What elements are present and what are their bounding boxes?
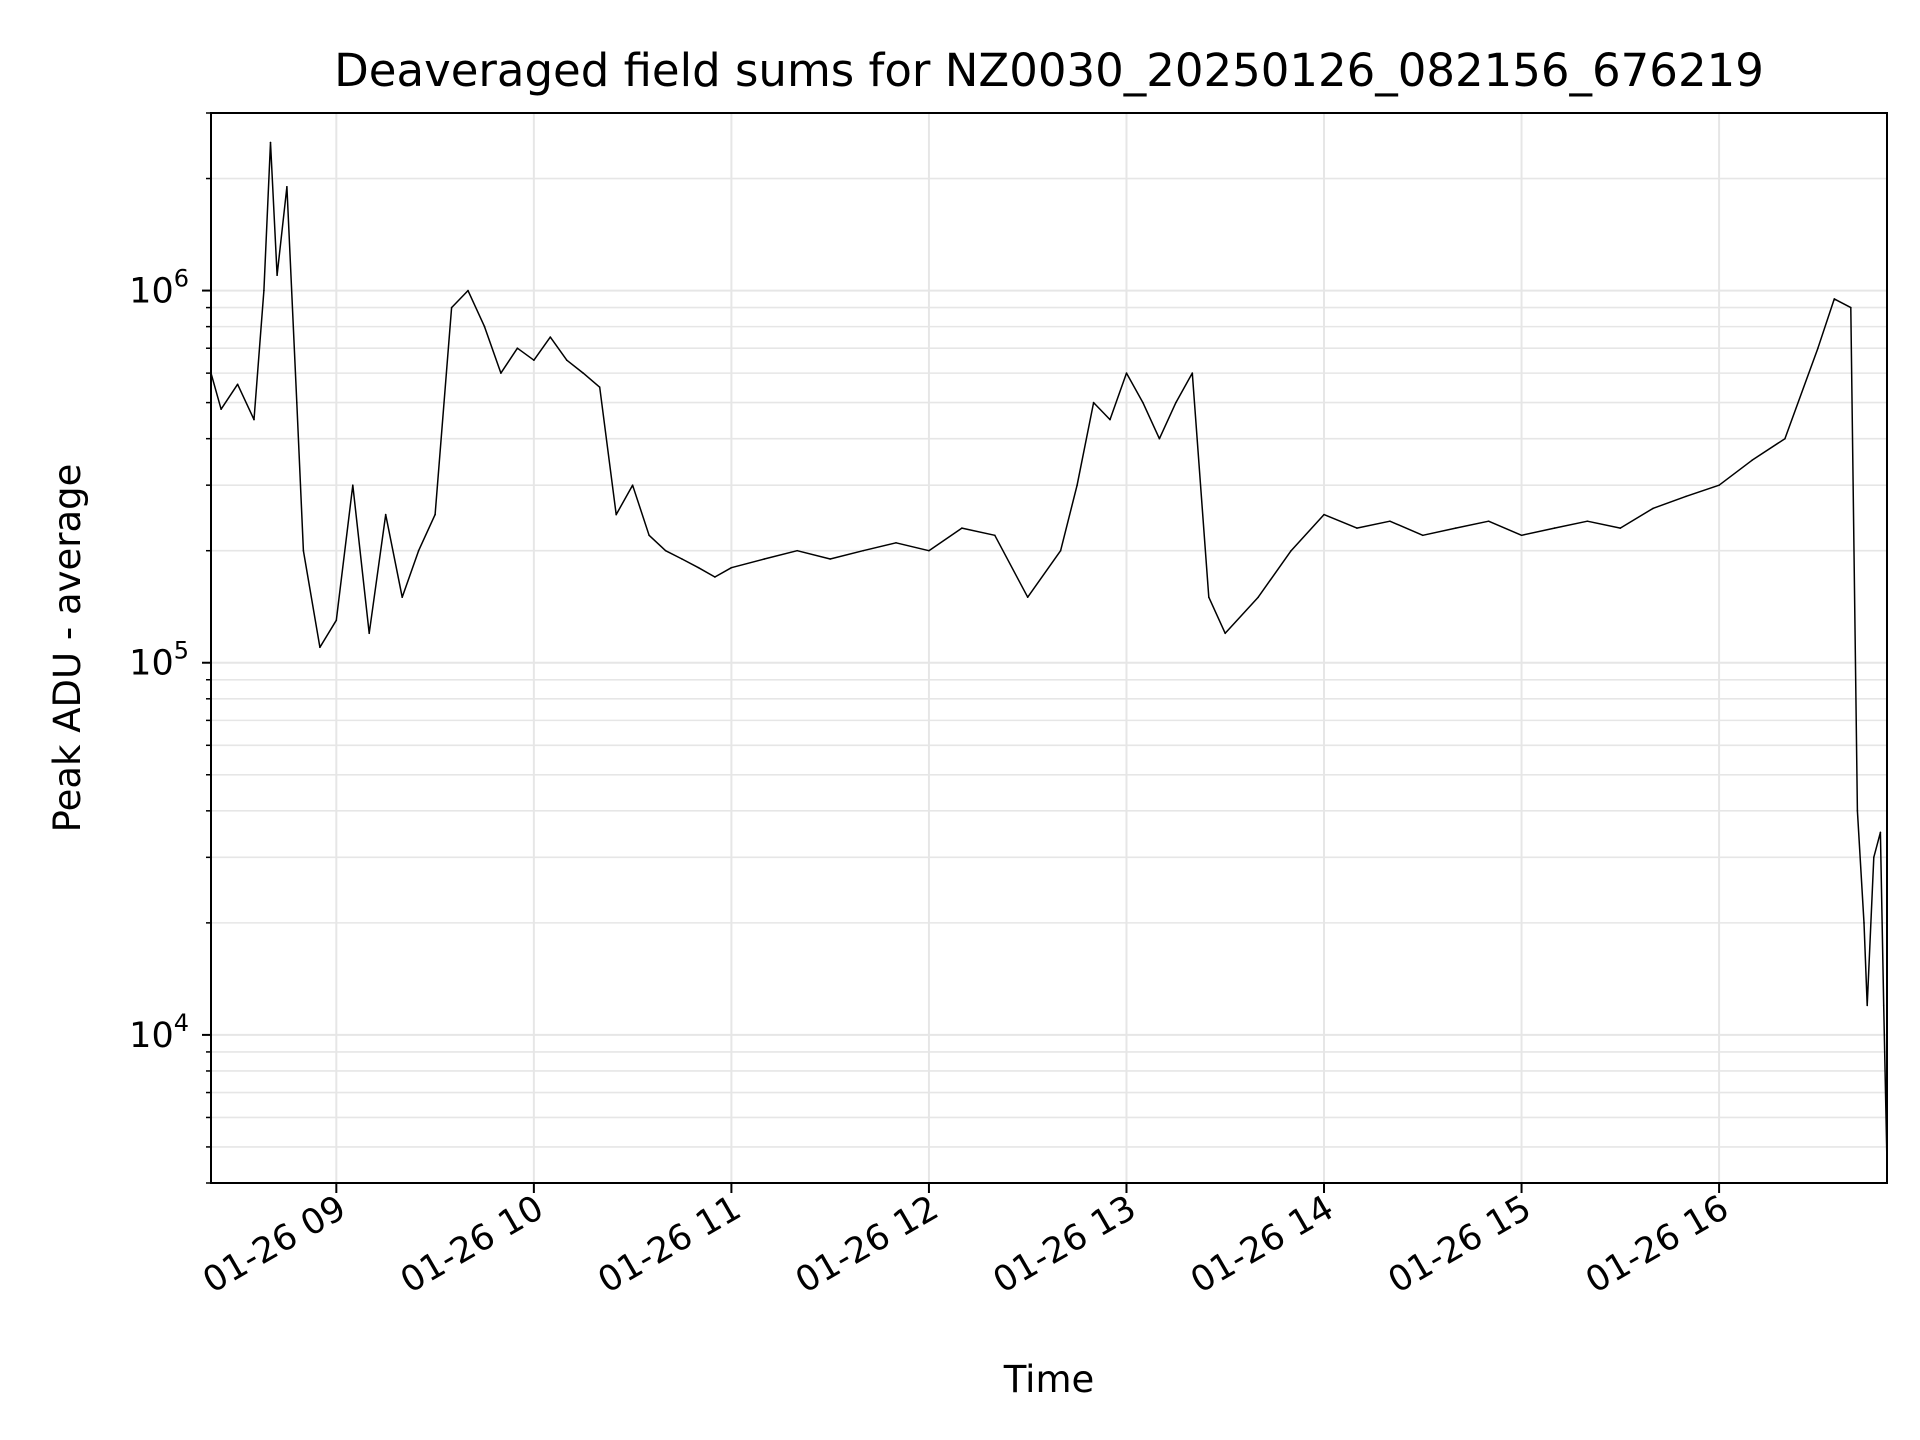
data-point	[516, 347, 519, 350]
data-point	[1850, 306, 1852, 309]
data-point	[1125, 372, 1128, 374]
data-point	[598, 386, 601, 389]
y-tick-label: 106	[129, 265, 189, 312]
data-point	[1487, 520, 1490, 522]
data-point	[384, 513, 387, 516]
data-point	[1751, 459, 1753, 462]
data-point	[1882, 1004, 1885, 1007]
data-point	[1076, 484, 1078, 487]
y-tick-label-exponent: 5	[174, 637, 189, 665]
data-point	[1873, 856, 1875, 859]
data-point	[1454, 527, 1457, 529]
data-point	[1059, 549, 1062, 552]
data-point	[1026, 596, 1029, 598]
data-point	[335, 619, 338, 622]
data-point	[549, 336, 552, 338]
data-point	[296, 401, 298, 404]
plot-frame	[210, 112, 1888, 1184]
y-tick-label-exponent: 4	[174, 1009, 189, 1037]
data-point	[1718, 484, 1720, 487]
data-point	[1323, 513, 1325, 516]
data-point	[582, 372, 584, 374]
data-point	[483, 325, 486, 328]
data-point	[928, 549, 930, 552]
y-tick-label-base: 10	[129, 1016, 174, 1056]
data-point	[648, 534, 650, 537]
y-tick-label: 105	[129, 637, 189, 684]
data-point	[1619, 527, 1622, 529]
data-point	[302, 549, 305, 552]
tick-marks	[202, 112, 1721, 1193]
y-axis-label: Peak ADU - average	[46, 464, 89, 833]
data-point	[1817, 347, 1819, 350]
data-point	[368, 632, 371, 635]
y-tick-label-base: 10	[129, 644, 174, 684]
data-point	[1158, 437, 1161, 440]
data-point	[664, 549, 667, 552]
data-point	[615, 513, 617, 516]
data-point	[1092, 401, 1095, 404]
data-point	[236, 383, 239, 386]
x-axis-label: Time	[1003, 1358, 1095, 1401]
series-layer	[210, 141, 1888, 1165]
data-point	[1257, 596, 1259, 598]
data-point	[1356, 527, 1358, 529]
data-point	[286, 186, 288, 188]
data-point	[1224, 632, 1226, 635]
data-point	[276, 274, 278, 277]
data-point	[961, 527, 963, 529]
data-point	[763, 558, 766, 560]
data-point	[1142, 401, 1144, 404]
y-tick-label-base: 10	[129, 272, 174, 312]
grid-lines	[211, 112, 1887, 1184]
data-point	[1652, 507, 1654, 510]
y-tick-label: 104	[129, 1009, 189, 1056]
data-point	[253, 418, 255, 421]
data-point	[1290, 549, 1292, 552]
data-point	[1553, 527, 1556, 529]
data-point	[829, 558, 831, 560]
data-point	[533, 359, 535, 362]
data-point	[1520, 534, 1523, 537]
data-point	[1856, 810, 1859, 812]
y-tick-label-exponent: 6	[174, 265, 189, 293]
data-point	[434, 513, 436, 516]
data-point	[730, 566, 733, 569]
data-point	[1866, 1004, 1868, 1007]
data-point	[681, 558, 683, 560]
data-point	[1784, 437, 1786, 440]
data-point	[895, 542, 897, 544]
data-point	[1389, 520, 1391, 522]
data-point	[269, 141, 272, 144]
data-point	[450, 306, 453, 309]
data-point	[994, 534, 996, 537]
data-point	[566, 359, 568, 362]
data-point	[263, 289, 265, 292]
data-point	[1175, 401, 1177, 404]
data-point	[401, 596, 404, 598]
data-point	[1879, 831, 1882, 834]
data-point	[1191, 372, 1194, 374]
data-point	[697, 566, 700, 569]
data-point	[1863, 922, 1865, 924]
data-point	[500, 372, 502, 374]
data-point	[1422, 534, 1424, 537]
data-point	[862, 549, 864, 552]
data-point	[319, 646, 321, 649]
data-point	[417, 549, 420, 552]
data-point	[1109, 418, 1111, 421]
data-point	[467, 289, 469, 292]
data-point	[631, 484, 634, 487]
data-point	[220, 408, 222, 411]
data-point	[1833, 298, 1836, 300]
data-point	[1208, 596, 1210, 598]
chart-title: Deaveraged field sums for NZ0030_2025012…	[334, 44, 1764, 97]
data-point	[714, 576, 716, 578]
data-point	[1586, 520, 1589, 522]
data-point	[1685, 495, 1687, 498]
data-point	[796, 549, 798, 552]
data-point	[352, 484, 354, 487]
